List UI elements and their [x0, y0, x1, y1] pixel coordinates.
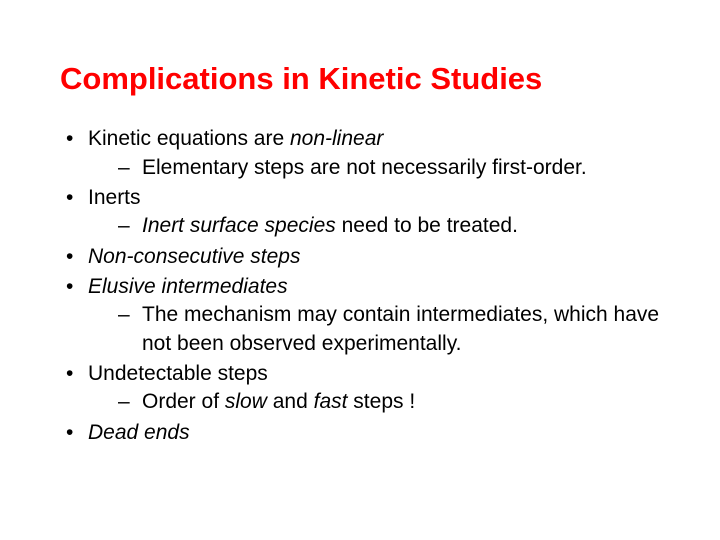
- slide-title: Complications in Kinetic Studies: [60, 60, 660, 97]
- bullet-inerts: Inerts Inert surface species need to be …: [60, 184, 660, 241]
- bullet-dead-ends: Dead ends: [60, 419, 660, 447]
- text-emph: Non-consecutive steps: [88, 245, 300, 268]
- sub-bullet: Inert surface species need to be treated…: [88, 212, 660, 240]
- text-emph: Dead ends: [88, 421, 190, 444]
- sub-bullet: Elementary steps are not necessarily fir…: [88, 154, 660, 182]
- text-emph: slow: [225, 390, 267, 413]
- sub-bullet: Order of slow and fast steps !: [88, 388, 660, 416]
- bullet-undetectable-steps: Undetectable steps Order of slow and fas…: [60, 360, 660, 417]
- sub-bullet: The mechanism may contain intermediates,…: [88, 301, 660, 358]
- text: Inerts: [88, 186, 141, 209]
- text: Kinetic equations are: [88, 127, 290, 150]
- bullet-kinetic-equations: Kinetic equations are non-linear Element…: [60, 125, 660, 182]
- text: need to be treated.: [336, 214, 518, 237]
- text-emph: fast: [314, 390, 348, 413]
- text-emph: non-linear: [290, 127, 383, 150]
- bullet-non-consecutive: Non-consecutive steps: [60, 243, 660, 271]
- text: and: [267, 390, 314, 413]
- text: The mechanism may contain intermediates,…: [142, 303, 659, 354]
- text: Undetectable steps: [88, 362, 268, 385]
- sublist: Elementary steps are not necessarily fir…: [88, 154, 660, 182]
- sublist: The mechanism may contain intermediates,…: [88, 301, 660, 358]
- sublist: Inert surface species need to be treated…: [88, 212, 660, 240]
- bullet-list: Kinetic equations are non-linear Element…: [60, 125, 660, 447]
- text-emph: Elusive intermediates: [88, 275, 288, 298]
- text: Order of: [142, 390, 225, 413]
- text: steps !: [347, 390, 415, 413]
- sublist: Order of slow and fast steps !: [88, 388, 660, 416]
- text: Elementary steps are not necessarily fir…: [142, 156, 587, 179]
- bullet-elusive-intermediates: Elusive intermediates The mechanism may …: [60, 273, 660, 358]
- slide: Complications in Kinetic Studies Kinetic…: [0, 0, 720, 540]
- text-emph: Inert surface species: [142, 214, 336, 237]
